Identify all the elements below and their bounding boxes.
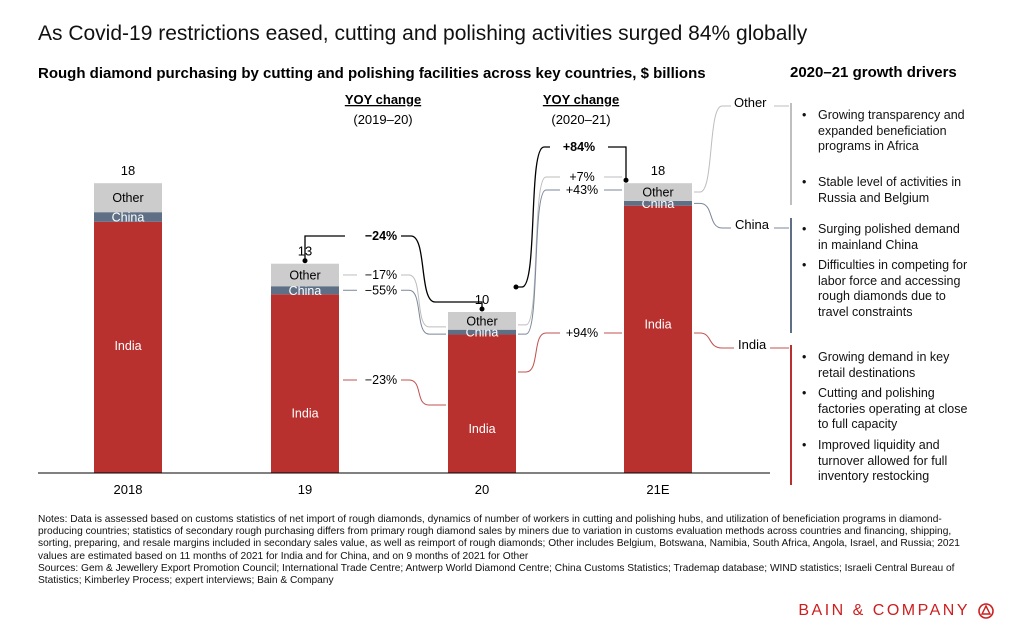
driver-connector-china bbox=[694, 202, 731, 229]
total-label-2018: 18 bbox=[121, 163, 135, 178]
segment-label-india-20: India bbox=[468, 422, 495, 436]
drivers-title: 2020–21 growth drivers bbox=[790, 64, 957, 81]
yoy-other-2020-21-label: +7% bbox=[569, 170, 594, 184]
segment-label-other-21E: Other bbox=[642, 186, 673, 200]
headline: As Covid-19 restrictions eased, cutting … bbox=[38, 22, 808, 45]
bar-other-19 bbox=[271, 263, 339, 287]
bullet-icon: • bbox=[802, 438, 807, 452]
driver-item-text: Growing transparency and expanded benefi… bbox=[818, 108, 965, 153]
segment-label-other-20: Other bbox=[466, 314, 497, 328]
driver-connector-india bbox=[694, 332, 734, 349]
driver-item-text: Cutting and polishing factories operatin… bbox=[818, 386, 968, 431]
yoy-other-2019-20-right bbox=[401, 274, 446, 328]
yoy-other-2020-21-left bbox=[518, 176, 560, 326]
yoy-other-2019-20-label: −17% bbox=[365, 268, 397, 282]
bullet-icon: • bbox=[802, 386, 807, 400]
segment-label-china-2018: China bbox=[112, 211, 145, 225]
bullet-icon: • bbox=[802, 108, 807, 122]
yoy-total-2020-21: +84% bbox=[563, 140, 595, 154]
sources-text: Sources: Gem & Jewellery Export Promotio… bbox=[38, 562, 955, 587]
logo-mark-icon bbox=[978, 603, 994, 619]
connector-dot bbox=[479, 306, 485, 312]
bain-logo: BAIN & COMPANY bbox=[798, 602, 994, 620]
chart-title: Rough diamond purchasing by cutting and … bbox=[38, 65, 706, 82]
driver-item-text: Improved liquidity and turnover allowed … bbox=[818, 438, 948, 483]
yoy-header-1-period: (2019–20) bbox=[353, 112, 412, 127]
x-tick-label-20: 20 bbox=[475, 482, 489, 497]
yoy-china-2019-20-right bbox=[401, 289, 446, 335]
total-label-20: 10 bbox=[475, 292, 489, 307]
yoy-china-2019-20-label: −55% bbox=[365, 283, 397, 297]
yoy-india-2019-20-right bbox=[401, 379, 446, 406]
segment-label-india-21E: India bbox=[644, 317, 671, 331]
driver-connector-other bbox=[694, 105, 731, 193]
driver-item-text: Growing demand in key retail destination… bbox=[818, 350, 950, 380]
yoy-header-2-title: YOY change bbox=[543, 92, 619, 107]
connector-dot bbox=[623, 177, 629, 183]
total-connector-2019-20 bbox=[304, 235, 483, 309]
yoy-header-2-period: (2020–21) bbox=[551, 112, 610, 127]
connector-dot bbox=[513, 284, 519, 290]
driver-label-other: Other bbox=[734, 95, 767, 110]
bar-india-21E bbox=[624, 205, 692, 474]
notes-section: Notes: Data is assessed based on customs… bbox=[38, 514, 968, 587]
driver-item-text: Difficulties in competing for labor forc… bbox=[818, 258, 968, 319]
logo-text: BAIN & COMPANY bbox=[798, 602, 970, 619]
segment-label-other-2018: Other bbox=[112, 191, 143, 205]
notes-text: Notes: Data is assessed based on customs… bbox=[38, 514, 960, 562]
driver-label-india: India bbox=[738, 337, 767, 352]
total-label-21E: 18 bbox=[651, 163, 665, 178]
segment-label-china-19: China bbox=[289, 284, 322, 298]
yoy-india-2020-21-left bbox=[518, 332, 560, 373]
segment-label-india-19: India bbox=[291, 407, 318, 421]
bullet-icon: • bbox=[802, 258, 807, 272]
yoy-china-2020-21-label: +43% bbox=[566, 183, 598, 197]
segment-label-other-19: Other bbox=[289, 268, 320, 282]
yoy-header-1-title: YOY change bbox=[345, 92, 421, 107]
yoy-india-2019-20-label: −23% bbox=[365, 373, 397, 387]
driver-item-text: Stable level of activities in Russia and… bbox=[818, 175, 962, 205]
driver-item-text: Surging polished demand in mainland Chin… bbox=[818, 222, 960, 252]
yoy-india-2020-21-label: +94% bbox=[566, 326, 598, 340]
bar-china-19 bbox=[271, 286, 339, 295]
yoy-total-2019-20: −24% bbox=[365, 229, 397, 243]
bar-china-2018 bbox=[94, 212, 162, 222]
total-connector-2020-21 bbox=[516, 146, 627, 288]
bar-other-2018 bbox=[94, 183, 162, 213]
bullet-icon: • bbox=[802, 175, 807, 189]
bar-other-21E bbox=[624, 183, 692, 201]
segment-label-india-2018: India bbox=[114, 339, 141, 353]
bar-china-21E bbox=[624, 200, 692, 206]
bullet-icon: • bbox=[802, 222, 807, 236]
bar-india-20 bbox=[448, 334, 516, 473]
x-tick-label-19: 19 bbox=[298, 482, 312, 497]
connector-dot bbox=[302, 258, 308, 264]
bullet-icon: • bbox=[802, 350, 807, 364]
bar-other-20 bbox=[448, 312, 516, 330]
bar-india-19 bbox=[271, 294, 339, 473]
driver-label-china: China bbox=[735, 217, 769, 232]
bar-india-2018 bbox=[94, 221, 162, 473]
yoy-china-2020-21-left bbox=[518, 189, 560, 335]
x-tick-label-21E: 21E bbox=[646, 482, 669, 497]
x-tick-label-2018: 2018 bbox=[114, 482, 143, 497]
bar-china-20 bbox=[448, 329, 516, 335]
